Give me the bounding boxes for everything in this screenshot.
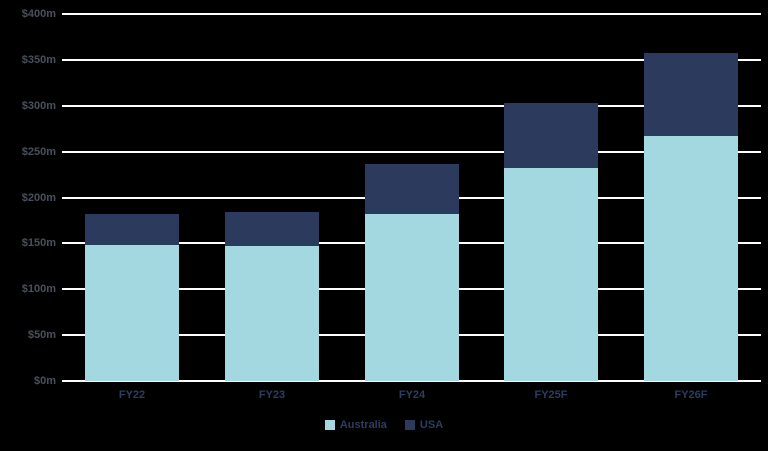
bar-segment-australia <box>225 246 319 381</box>
gridline <box>62 13 761 15</box>
legend: Australia USA <box>0 419 768 431</box>
x-axis-label: FY26F <box>674 389 708 401</box>
legend-swatch-australia <box>324 420 335 430</box>
y-axis-tick-label: $200m <box>21 192 56 204</box>
y-axis-tick-label: $0m <box>33 375 56 387</box>
bar-segment-australia <box>504 168 598 381</box>
bar-segment-usa <box>504 103 598 168</box>
bar-segment-usa <box>225 212 319 246</box>
y-axis-tick-label: $300m <box>21 100 56 112</box>
y-axis-tick-label: $100m <box>21 283 56 295</box>
y-axis-tick-label: $350m <box>21 54 56 66</box>
y-axis-tick-label: $250m <box>21 146 56 158</box>
x-axis-label: FY25F <box>534 389 568 401</box>
legend-label: Australia <box>339 419 387 431</box>
gridline <box>62 380 761 382</box>
bar-segment-usa <box>85 214 179 245</box>
y-axis-tick-label: $50m <box>27 329 56 341</box>
legend-label: USA <box>419 419 444 431</box>
legend-item-usa: USA <box>404 419 444 431</box>
bar-segment-australia <box>644 136 738 381</box>
bar-segment-usa <box>644 53 738 136</box>
legend-item-australia: Australia <box>324 419 387 431</box>
gridline <box>62 59 761 61</box>
x-axis-label: FY23 <box>258 389 286 401</box>
gridline <box>62 105 761 107</box>
bar-segment-usa <box>365 164 459 214</box>
y-axis-tick-label: $150m <box>21 237 56 249</box>
gridline <box>62 151 761 153</box>
bar-segment-australia <box>365 214 459 381</box>
x-axis-label: FY24 <box>398 389 426 401</box>
y-axis-tick-label: $400m <box>21 8 56 20</box>
legend-swatch-usa <box>404 420 415 430</box>
bar-segment-australia <box>85 245 179 381</box>
x-axis-label: FY22 <box>118 389 146 401</box>
